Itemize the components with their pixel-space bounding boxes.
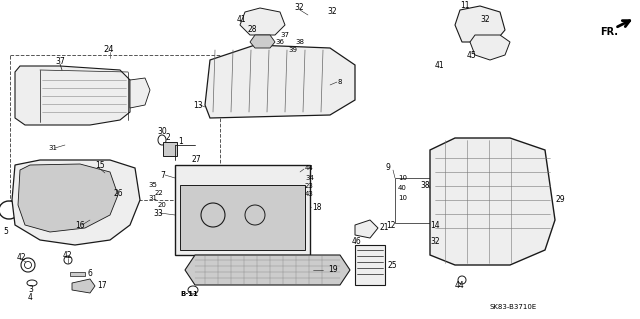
Bar <box>355 245 385 285</box>
Text: 9: 9 <box>386 164 391 173</box>
Text: 25: 25 <box>387 261 397 270</box>
Text: 3: 3 <box>28 286 33 294</box>
Text: 45: 45 <box>467 50 477 60</box>
Text: 32: 32 <box>294 4 303 12</box>
Text: 36: 36 <box>275 39 284 45</box>
Text: SK83-B3710E: SK83-B3710E <box>490 304 537 310</box>
Text: 39: 39 <box>288 47 297 53</box>
Text: 44: 44 <box>305 165 314 171</box>
Text: 5: 5 <box>3 227 8 236</box>
Text: 8: 8 <box>338 79 342 85</box>
Polygon shape <box>18 164 118 232</box>
Text: 13: 13 <box>193 100 203 109</box>
Text: 31: 31 <box>48 145 57 151</box>
Text: 32: 32 <box>327 8 337 17</box>
Text: 33: 33 <box>153 209 163 218</box>
Text: 7: 7 <box>160 170 165 180</box>
Text: 40: 40 <box>398 185 407 191</box>
Text: 24: 24 <box>103 46 113 55</box>
Polygon shape <box>355 220 378 238</box>
Text: 32: 32 <box>430 238 440 247</box>
Text: B-11: B-11 <box>180 291 198 297</box>
Polygon shape <box>15 66 130 125</box>
Text: 1: 1 <box>178 137 183 145</box>
Polygon shape <box>240 8 285 35</box>
Text: 21: 21 <box>380 224 390 233</box>
Text: 11: 11 <box>460 2 470 11</box>
Text: 15: 15 <box>95 160 104 169</box>
Polygon shape <box>185 255 350 285</box>
Text: 20: 20 <box>158 202 167 208</box>
Text: FR.: FR. <box>600 27 618 37</box>
Text: 14: 14 <box>430 220 440 229</box>
Text: 18: 18 <box>312 203 321 211</box>
Text: 30: 30 <box>157 128 167 137</box>
Text: 29: 29 <box>555 196 564 204</box>
Polygon shape <box>470 35 510 60</box>
Text: 38: 38 <box>420 181 429 189</box>
Bar <box>18 85 30 93</box>
Text: 41: 41 <box>435 61 445 70</box>
Text: 26: 26 <box>113 189 123 197</box>
Polygon shape <box>12 160 140 245</box>
Text: 19: 19 <box>328 265 338 275</box>
Bar <box>10 55 220 200</box>
Text: 41: 41 <box>237 16 246 25</box>
Bar <box>175 165 310 255</box>
Text: 2: 2 <box>165 133 170 143</box>
Text: 42: 42 <box>63 250 72 259</box>
Bar <box>163 142 177 156</box>
Text: 43: 43 <box>305 191 314 197</box>
Text: 6: 6 <box>88 270 93 278</box>
Text: 37: 37 <box>55 57 65 66</box>
Text: 4: 4 <box>28 293 33 301</box>
Text: 46: 46 <box>352 238 362 247</box>
Polygon shape <box>205 45 355 118</box>
Text: 38: 38 <box>295 39 304 45</box>
Text: 31: 31 <box>148 195 157 201</box>
Text: 23: 23 <box>305 183 314 189</box>
Text: 42: 42 <box>17 254 27 263</box>
Polygon shape <box>250 35 275 48</box>
Text: 44: 44 <box>455 280 465 290</box>
Bar <box>18 109 30 117</box>
Polygon shape <box>430 138 555 265</box>
Text: 32: 32 <box>480 16 490 25</box>
Text: 12: 12 <box>386 220 396 229</box>
Polygon shape <box>70 272 85 276</box>
Bar <box>395 178 433 223</box>
Text: 10: 10 <box>398 175 407 181</box>
Text: 16: 16 <box>75 220 84 229</box>
Text: 34: 34 <box>305 175 314 181</box>
Text: 17: 17 <box>97 281 107 291</box>
Polygon shape <box>455 6 505 42</box>
Text: 28: 28 <box>248 26 257 34</box>
Text: 22: 22 <box>155 190 164 196</box>
Bar <box>18 97 30 105</box>
Text: 27: 27 <box>192 155 202 165</box>
Polygon shape <box>72 279 95 293</box>
Polygon shape <box>130 78 150 108</box>
Text: 10: 10 <box>398 195 407 201</box>
Text: 35: 35 <box>148 182 157 188</box>
Text: 37: 37 <box>280 32 289 38</box>
Bar <box>180 185 305 250</box>
